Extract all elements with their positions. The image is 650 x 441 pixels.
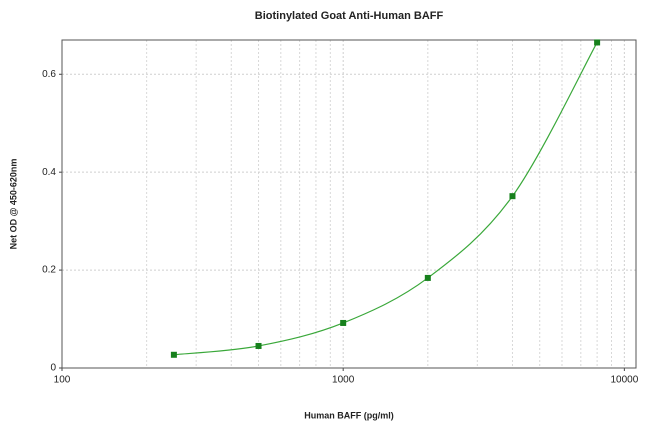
point [340, 319, 347, 326]
fit-line [173, 42, 598, 356]
x-tick-label: 1000 [332, 375, 355, 386]
y-tick-label: 0.4 [42, 167, 56, 178]
plot-frame [61, 39, 637, 369]
point [255, 342, 262, 349]
y-tick-label: 0 [50, 363, 56, 374]
point [594, 39, 601, 46]
x-tick-label: 10000 [610, 375, 638, 386]
y-axis-label: Net OD @ 450-620nm [8, 159, 18, 250]
x-tick-label: 100 [54, 375, 71, 386]
point [509, 193, 516, 200]
point [170, 351, 177, 358]
chart-title: Biotinylated Goat Anti-Human BAFF [255, 10, 444, 22]
x-axis-label: Human BAFF (pg/ml) [304, 410, 394, 420]
y-tick-label: 0.6 [42, 69, 56, 80]
y-tick-label: 0.2 [42, 265, 56, 276]
point [424, 274, 431, 281]
